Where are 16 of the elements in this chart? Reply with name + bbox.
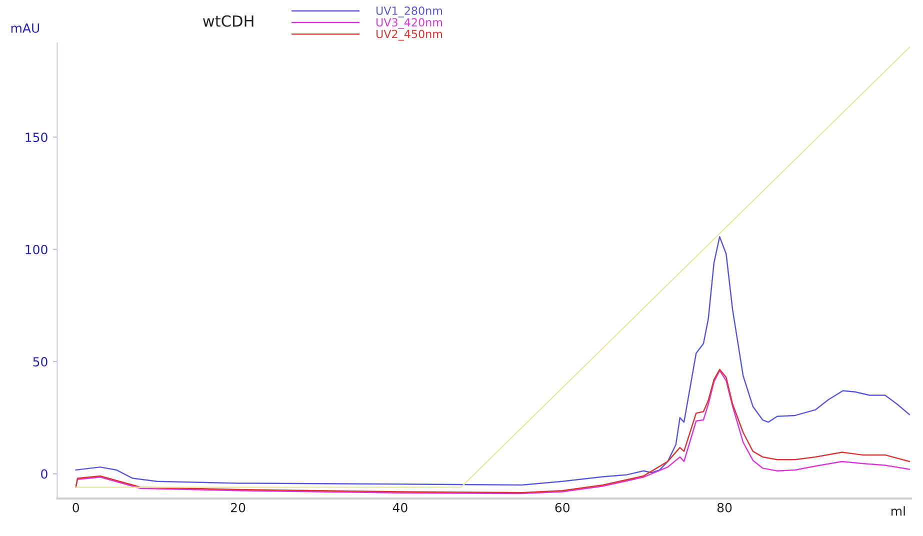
x-tick-label: 80 bbox=[717, 502, 732, 512]
x-tick-label: 60 bbox=[555, 502, 570, 512]
x-axis-title: ml bbox=[892, 506, 905, 516]
x-tick-label: 0 bbox=[72, 502, 80, 512]
x-tick-label: 20 bbox=[231, 502, 246, 512]
y-tick-label: 150 bbox=[26, 132, 48, 142]
text: UV2_450nm bbox=[376, 30, 442, 41]
y-axis-title: mAU bbox=[11, 24, 40, 33]
line-series bbox=[75, 236, 910, 486]
y-tick-label: 50 bbox=[33, 357, 48, 366]
x-tick-label: 40 bbox=[392, 502, 408, 512]
y-tick-label: 0 bbox=[41, 469, 48, 479]
text: UV1_280nm bbox=[376, 6, 442, 18]
text: UV3_420nm bbox=[376, 18, 442, 29]
y-tick-label: 100 bbox=[26, 244, 48, 254]
legend-title: wtCDH bbox=[203, 15, 254, 27]
